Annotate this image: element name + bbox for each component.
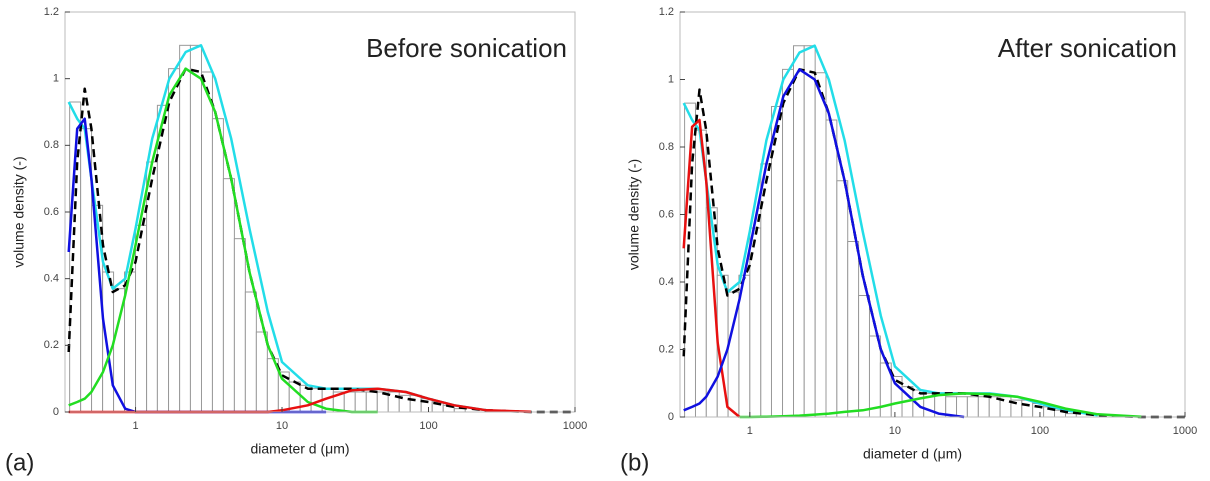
histogram-bar (168, 68, 181, 413)
y-tick-label: 0.4 (659, 276, 674, 288)
histogram-bar (244, 291, 257, 413)
panel: 0 0.2 0.4 0.6 0.8 1 1.2 1 10 100 1000 diameter d (μ… (5, 6, 587, 476)
x-axis-label: diameter d (μm) (863, 446, 962, 462)
histogram-bar (365, 391, 378, 413)
histogram-bar (803, 45, 816, 418)
histogram-bar (156, 104, 170, 413)
histogram-bar (836, 180, 849, 418)
y-tick-label: 1.2 (44, 6, 59, 18)
histogram-bar (179, 44, 191, 413)
histogram-bar (189, 44, 202, 413)
y-tick-label: 0 (668, 411, 674, 423)
histogram-bar (793, 45, 805, 418)
histogram-bar (814, 72, 827, 418)
x-tick-label: 1 (132, 420, 138, 432)
y-tick-label: 0.6 (44, 206, 59, 218)
x-axis-label: diameter d (μm) (250, 441, 349, 457)
histogram-bar (200, 71, 213, 413)
annotation: Before sonication (366, 33, 567, 63)
y-tick-label: 0.4 (44, 273, 59, 285)
histogram-bar (825, 119, 838, 418)
histogram-bar (354, 391, 367, 413)
histogram-bar (1064, 413, 1077, 418)
y-tick-label: 1.2 (659, 6, 674, 18)
x-tick-label: 1000 (563, 420, 587, 432)
y-tick-label: 0.6 (659, 208, 674, 220)
histogram-bar (255, 331, 268, 413)
histogram-bar (782, 68, 795, 418)
histogram-bar (233, 238, 246, 413)
histogram-bar (211, 118, 224, 413)
fit-line (739, 392, 1142, 419)
y-tick-label: 0.2 (44, 339, 59, 351)
x-tick-label: 1 (747, 425, 753, 437)
histogram-bar (858, 295, 870, 418)
panel: 0 0.2 0.4 0.6 0.8 1 1.2 1 10 100 1000 diameter d (μ… (620, 6, 1197, 476)
histogram-bar (343, 391, 356, 413)
y-tick-label: 0.8 (659, 141, 674, 153)
y-axis-label: volume density (-) (626, 159, 642, 270)
x-tick-label: 10 (276, 420, 288, 432)
y-tick-label: 1 (53, 73, 59, 85)
y-tick-label: 0.8 (44, 139, 59, 151)
histogram-bar (868, 335, 881, 418)
x-tick-label: 1000 (1173, 425, 1197, 437)
fit-line (68, 67, 378, 414)
histogram-bar (977, 396, 990, 418)
y-tick-label: 1 (668, 73, 674, 85)
histogram-bar (847, 241, 860, 418)
histogram-bar (102, 271, 115, 413)
x-tick-label: 10 (889, 425, 901, 437)
y-tick-label: 0.2 (659, 343, 674, 355)
histogram-bar (1021, 399, 1034, 418)
histogram-bar (966, 396, 979, 418)
histogram-bar (409, 394, 422, 413)
annotation: After sonication (998, 33, 1177, 63)
y-axis-label: volume density (-) (11, 156, 27, 267)
x-tick-label: 100 (419, 420, 437, 432)
histogram-bar (222, 178, 235, 413)
fit-line (682, 118, 741, 418)
y-tick-label: 0 (53, 406, 59, 418)
fit-line (683, 68, 965, 419)
panel-label: (b) (620, 449, 649, 476)
panel-label: (a) (5, 449, 34, 476)
x-tick-label: 100 (1031, 425, 1049, 437)
histogram-bar (135, 224, 148, 413)
histogram-bar (956, 396, 968, 418)
